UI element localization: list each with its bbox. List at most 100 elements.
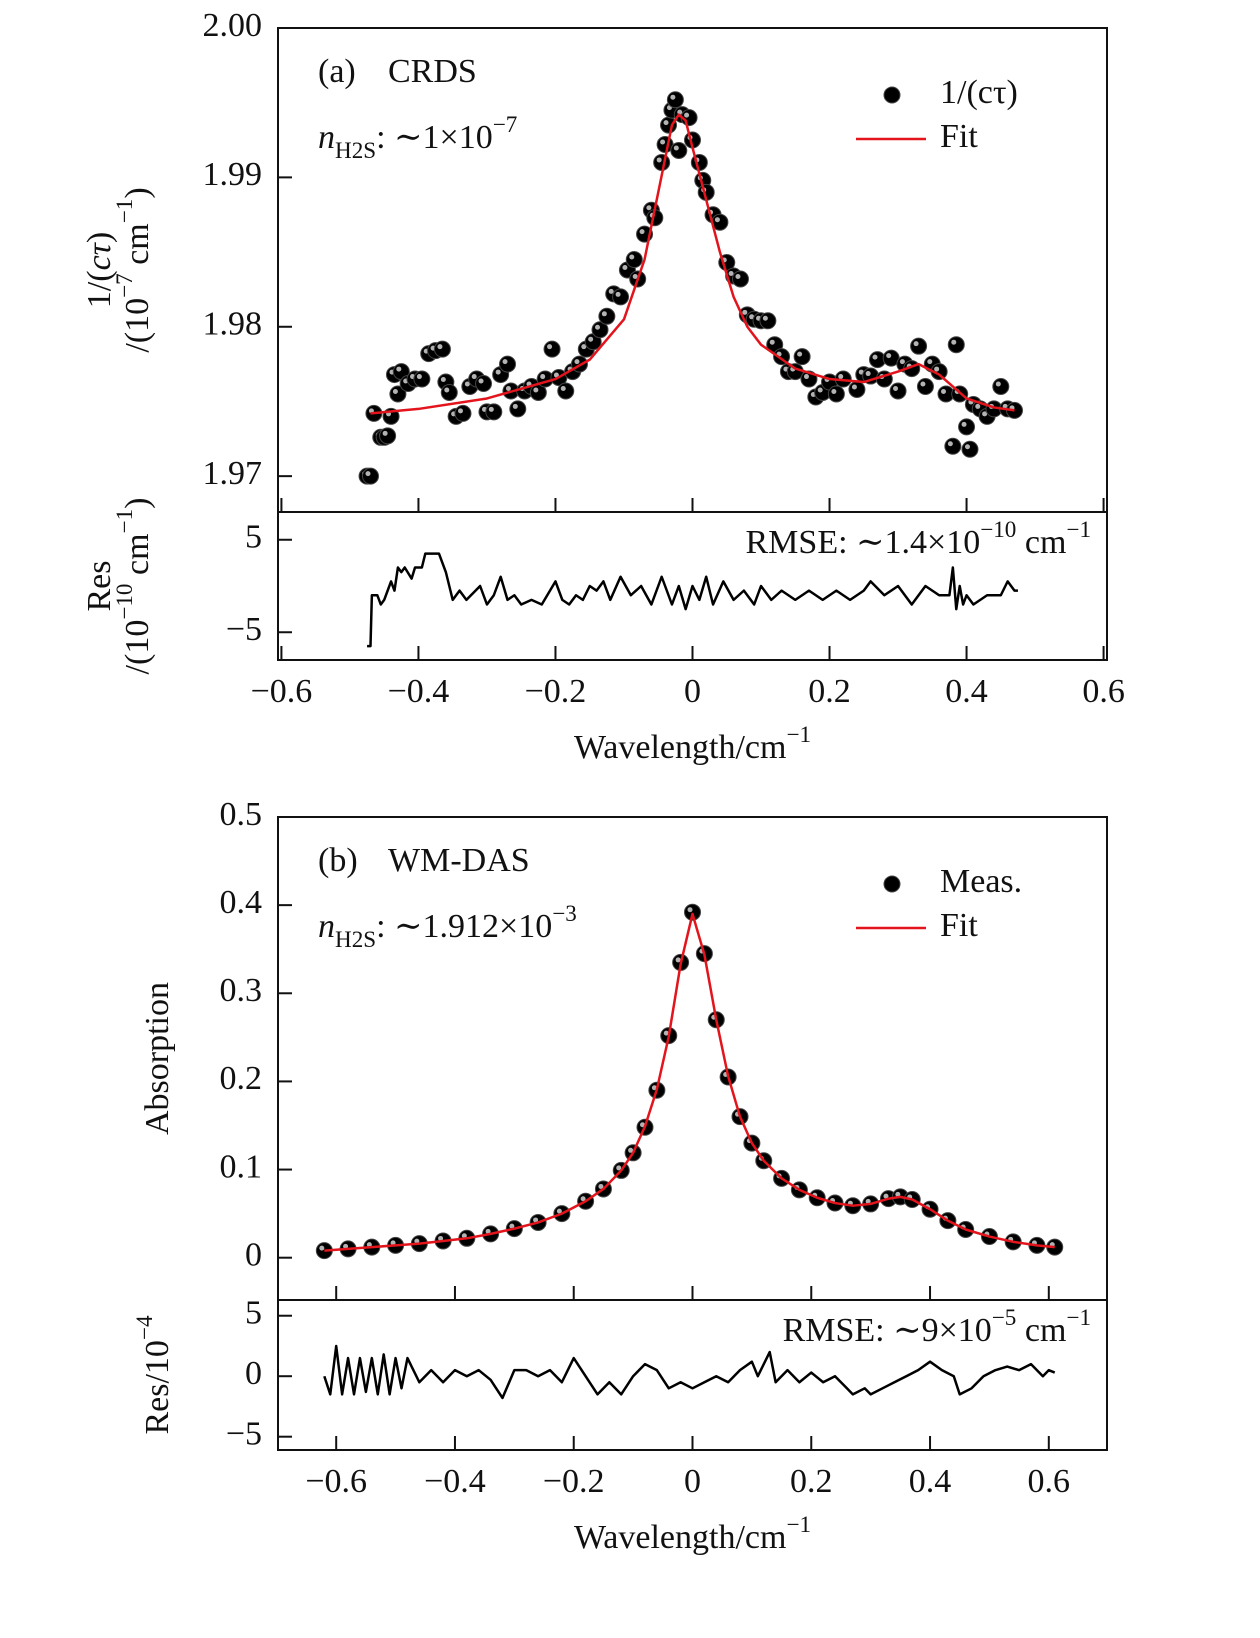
data-point xyxy=(848,381,866,399)
data-point xyxy=(827,385,845,403)
point-highlight xyxy=(920,381,926,387)
text-segment: ) xyxy=(119,498,156,509)
text-segment: Wavelength/cm xyxy=(574,729,787,766)
point-highlight xyxy=(382,430,388,436)
y-axis-title: Absorption xyxy=(139,982,176,1135)
text-segment: n xyxy=(318,908,335,945)
point-highlight xyxy=(553,372,559,378)
text-segment: cm xyxy=(119,223,156,273)
point-highlight xyxy=(934,366,940,372)
point-highlight xyxy=(899,359,905,365)
data-point xyxy=(731,270,749,288)
text-segment: 1/( xyxy=(81,270,118,308)
y-tick-label: 0.2 xyxy=(220,1060,263,1097)
point-highlight xyxy=(803,374,809,380)
text-segment: ) xyxy=(119,187,156,198)
data-point xyxy=(992,378,1010,396)
text-segment: : ∼1×10 xyxy=(376,119,493,156)
y-axis-title: /(10−10 cm−1) xyxy=(112,498,155,675)
point-highlight xyxy=(533,1217,539,1223)
data-point xyxy=(625,251,643,269)
y-axis-title: /(10−7 cm−1) xyxy=(112,187,155,352)
text-segment: −1 xyxy=(786,1512,811,1538)
panel-label: (a) xyxy=(318,53,356,90)
data-point xyxy=(475,375,493,393)
data-point xyxy=(379,427,397,445)
rmse-note: RMSE: ∼1.4×10−10 cm−1 xyxy=(746,517,1092,560)
point-highlight xyxy=(886,353,892,359)
point-highlight xyxy=(865,371,871,377)
point-highlight xyxy=(366,1242,372,1248)
point-highlight xyxy=(495,369,501,375)
text-segment: −10 xyxy=(112,584,138,620)
x-tick-label: 0.6 xyxy=(1082,673,1125,710)
point-highlight xyxy=(319,1245,325,1251)
point-highlight xyxy=(437,344,443,350)
point-highlight xyxy=(457,408,463,414)
point-highlight xyxy=(581,344,587,350)
point-highlight xyxy=(488,406,494,412)
data-point xyxy=(509,400,527,418)
point-highlight xyxy=(913,341,919,347)
point-highlight xyxy=(838,374,844,380)
data-point xyxy=(759,312,777,330)
point-highlight xyxy=(728,270,734,276)
data-point xyxy=(361,467,379,485)
data-point xyxy=(433,340,451,358)
point-highlight xyxy=(940,388,946,394)
data-point xyxy=(440,383,458,401)
text-segment: cm xyxy=(1016,524,1066,561)
data-point xyxy=(653,153,671,171)
point-highlight xyxy=(893,386,899,391)
y-tick-label: 5 xyxy=(245,519,262,556)
text-segment: cτ xyxy=(81,241,118,270)
data-point xyxy=(670,141,688,159)
point-highlight xyxy=(964,444,970,450)
panel-label: (b) xyxy=(318,842,358,879)
legend-label: 1/(cτ) xyxy=(940,74,1018,111)
point-highlight xyxy=(872,354,878,360)
point-highlight xyxy=(390,1240,396,1246)
data-point xyxy=(944,437,962,455)
point-highlight xyxy=(858,369,864,375)
x-tick-label: −0.2 xyxy=(525,673,587,710)
text-segment: −5 xyxy=(992,1305,1017,1331)
data-point xyxy=(793,348,811,366)
legend-label: Fit xyxy=(940,118,978,155)
point-highlight xyxy=(982,411,988,417)
point-highlight xyxy=(392,388,398,394)
x-tick-label: −0.4 xyxy=(388,673,450,710)
y-tick-label: −5 xyxy=(226,611,262,648)
x-tick-label: 0.2 xyxy=(790,1463,833,1500)
data-line xyxy=(324,912,1055,1252)
point-highlight xyxy=(646,205,652,211)
point-highlight xyxy=(505,386,511,391)
text-segment: −3 xyxy=(552,901,577,927)
text-segment: Wavelength/cm xyxy=(574,1519,787,1556)
text-segment: −4 xyxy=(132,1315,158,1340)
y-tick-label: 0.5 xyxy=(220,796,263,833)
point-highlight xyxy=(663,1030,669,1036)
data-line xyxy=(323,1344,1056,1400)
point-highlight xyxy=(961,421,967,427)
point-highlight xyxy=(762,315,768,321)
text-segment: −10 xyxy=(980,517,1016,543)
point-highlight xyxy=(851,384,857,390)
text-segment: Res/10 xyxy=(139,1340,176,1434)
point-highlight xyxy=(749,314,755,320)
y-tick-label: 0 xyxy=(245,1236,262,1273)
x-tick-label: −0.6 xyxy=(251,673,313,710)
data-point xyxy=(889,382,907,400)
point-highlight xyxy=(735,273,741,279)
legend-marker xyxy=(883,875,901,893)
x-axis-title: Wavelength/cm−1 xyxy=(574,722,811,765)
point-highlight xyxy=(947,441,953,447)
point-highlight xyxy=(673,145,679,151)
text-segment: −7 xyxy=(493,112,518,138)
y-axis-title: Res xyxy=(81,561,118,612)
point-highlight xyxy=(927,359,933,365)
point-highlight xyxy=(478,378,484,384)
point-highlight xyxy=(677,109,683,115)
x-tick-label: −0.4 xyxy=(424,1463,486,1500)
point-highlight xyxy=(438,1235,444,1241)
